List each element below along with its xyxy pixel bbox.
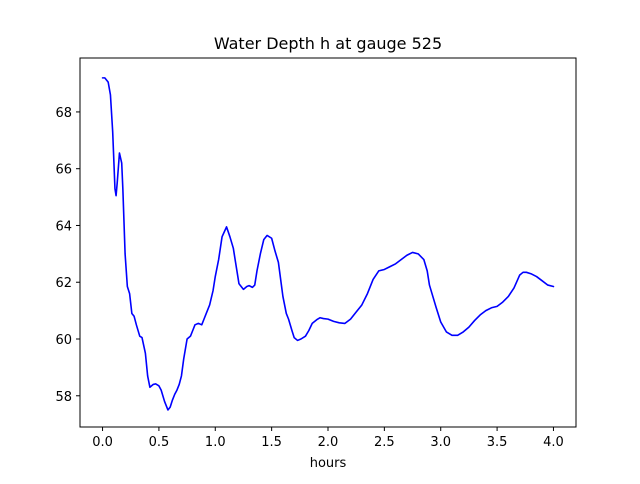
x-tick-label: 1.5 xyxy=(261,435,282,450)
series-line-1 xyxy=(101,77,555,411)
x-axis-title: hours xyxy=(310,456,347,471)
plot-layer xyxy=(101,77,555,411)
x-tick-label: 2.5 xyxy=(374,435,395,450)
chart-title: Water Depth h at gauge 525 xyxy=(214,34,442,53)
y-tick-label: 58 xyxy=(55,390,72,405)
y-tick-label: 60 xyxy=(55,333,72,348)
y-tick-label: 68 xyxy=(55,106,72,121)
x-tick-label: 4.0 xyxy=(543,435,564,450)
x-tick-label: 3.0 xyxy=(430,435,451,450)
x-tick-label: 0.5 xyxy=(149,435,170,450)
axes-frame xyxy=(79,57,577,428)
x-tick-label: 0.0 xyxy=(92,435,113,450)
y-tick-label: 64 xyxy=(55,219,72,234)
x-axis-ticks: 0.0 0.5 1.0 1.5 2.0 2.5 3.0 3.5 4.0 xyxy=(92,427,564,450)
x-tick-label: 2.0 xyxy=(318,435,339,450)
x-tick-label: 1.0 xyxy=(205,435,226,450)
y-tick-label: 66 xyxy=(55,163,72,178)
x-tick-label: 3.5 xyxy=(487,435,508,450)
y-tick-label: 62 xyxy=(55,276,72,291)
y-axis-ticks: 58 60 62 64 66 68 xyxy=(55,106,80,405)
